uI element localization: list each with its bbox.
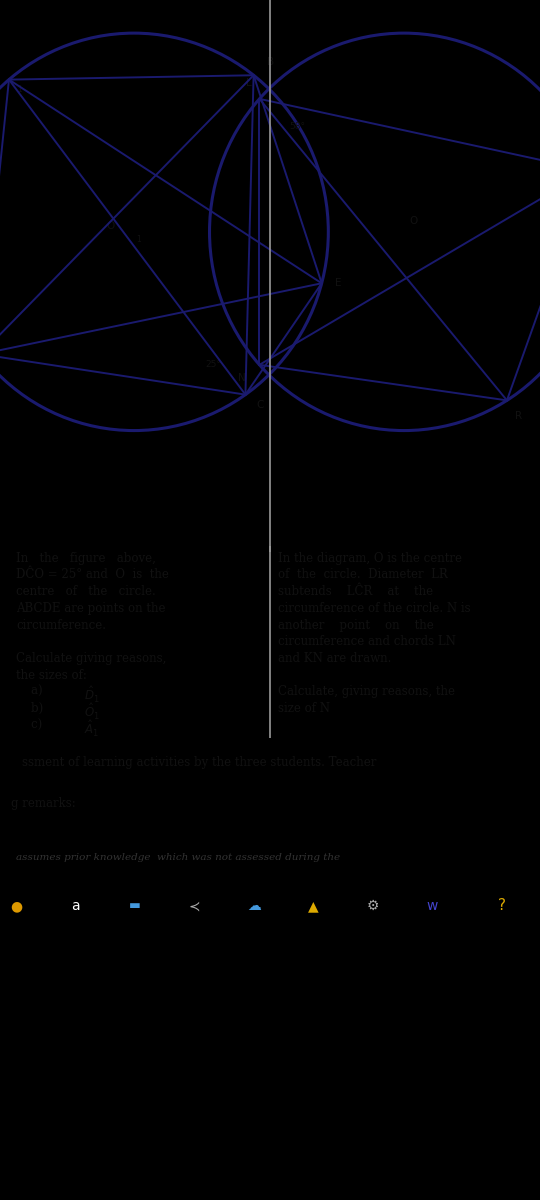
- Text: ☁: ☁: [247, 899, 261, 913]
- Text: N: N: [238, 373, 246, 383]
- Text: size of N: size of N: [278, 702, 330, 715]
- Text: O: O: [409, 216, 417, 227]
- Text: c): c): [16, 719, 50, 732]
- Text: b): b): [16, 702, 51, 715]
- Text: ≺: ≺: [188, 899, 200, 913]
- Text: Calculate giving reasons,: Calculate giving reasons,: [16, 652, 166, 665]
- Text: w: w: [426, 899, 438, 913]
- Text: ⚙: ⚙: [366, 899, 379, 913]
- Text: $\hat{D}_1$: $\hat{D}_1$: [84, 685, 99, 706]
- Text: centre   of   the   circle.: centre of the circle.: [16, 586, 156, 598]
- Text: O: O: [107, 221, 115, 232]
- Text: E: E: [335, 278, 342, 288]
- Text: ▬: ▬: [129, 900, 141, 912]
- Text: R: R: [515, 412, 522, 421]
- Text: a: a: [71, 899, 80, 913]
- Text: of  the  circle.  Diameter  LR: of the circle. Diameter LR: [278, 569, 448, 582]
- Text: g remarks:: g remarks:: [11, 797, 76, 810]
- Text: 58°: 58°: [289, 122, 305, 131]
- Text: subtends    LĈR    at    the: subtends LĈR at the: [278, 586, 433, 598]
- Text: ▲: ▲: [308, 899, 319, 913]
- Text: 1: 1: [17, 85, 22, 94]
- Text: circumference of the circle. N is: circumference of the circle. N is: [278, 602, 471, 614]
- Text: L: L: [246, 78, 251, 88]
- Text: C: C: [256, 400, 264, 410]
- Text: a): a): [16, 685, 50, 698]
- Text: and KN are drawn.: and KN are drawn.: [278, 652, 392, 665]
- Text: the sizes of:: the sizes of:: [16, 668, 87, 682]
- Text: DĈO = 25° and  O  is  the: DĈO = 25° and O is the: [16, 569, 169, 582]
- Text: 1: 1: [266, 104, 271, 113]
- Text: B: B: [267, 56, 274, 67]
- Text: circumference and chords LN: circumference and chords LN: [278, 635, 456, 648]
- Text: ●: ●: [10, 899, 22, 913]
- Text: 1: 1: [137, 235, 141, 244]
- Text: In the diagram, O is the centre: In the diagram, O is the centre: [278, 552, 462, 565]
- Text: $\hat{O}_1$: $\hat{O}_1$: [84, 702, 99, 722]
- Text: Calculate, giving reasons, the: Calculate, giving reasons, the: [278, 685, 455, 698]
- Text: ssment of learning activities by the three students. Teacher: ssment of learning activities by the thr…: [22, 756, 376, 769]
- Text: $\hat{A}_1$: $\hat{A}_1$: [84, 719, 99, 739]
- Text: assumes prior knowledge  which was not assessed during the: assumes prior knowledge which was not as…: [16, 852, 340, 862]
- Text: In   the   figure   above,: In the figure above,: [16, 552, 156, 565]
- Text: 25°: 25°: [205, 360, 221, 368]
- Text: circumference.: circumference.: [16, 618, 106, 631]
- Text: ?: ?: [498, 899, 506, 913]
- Text: ABCDE are points on the: ABCDE are points on the: [16, 602, 166, 614]
- Text: another    point    on    the: another point on the: [278, 618, 434, 631]
